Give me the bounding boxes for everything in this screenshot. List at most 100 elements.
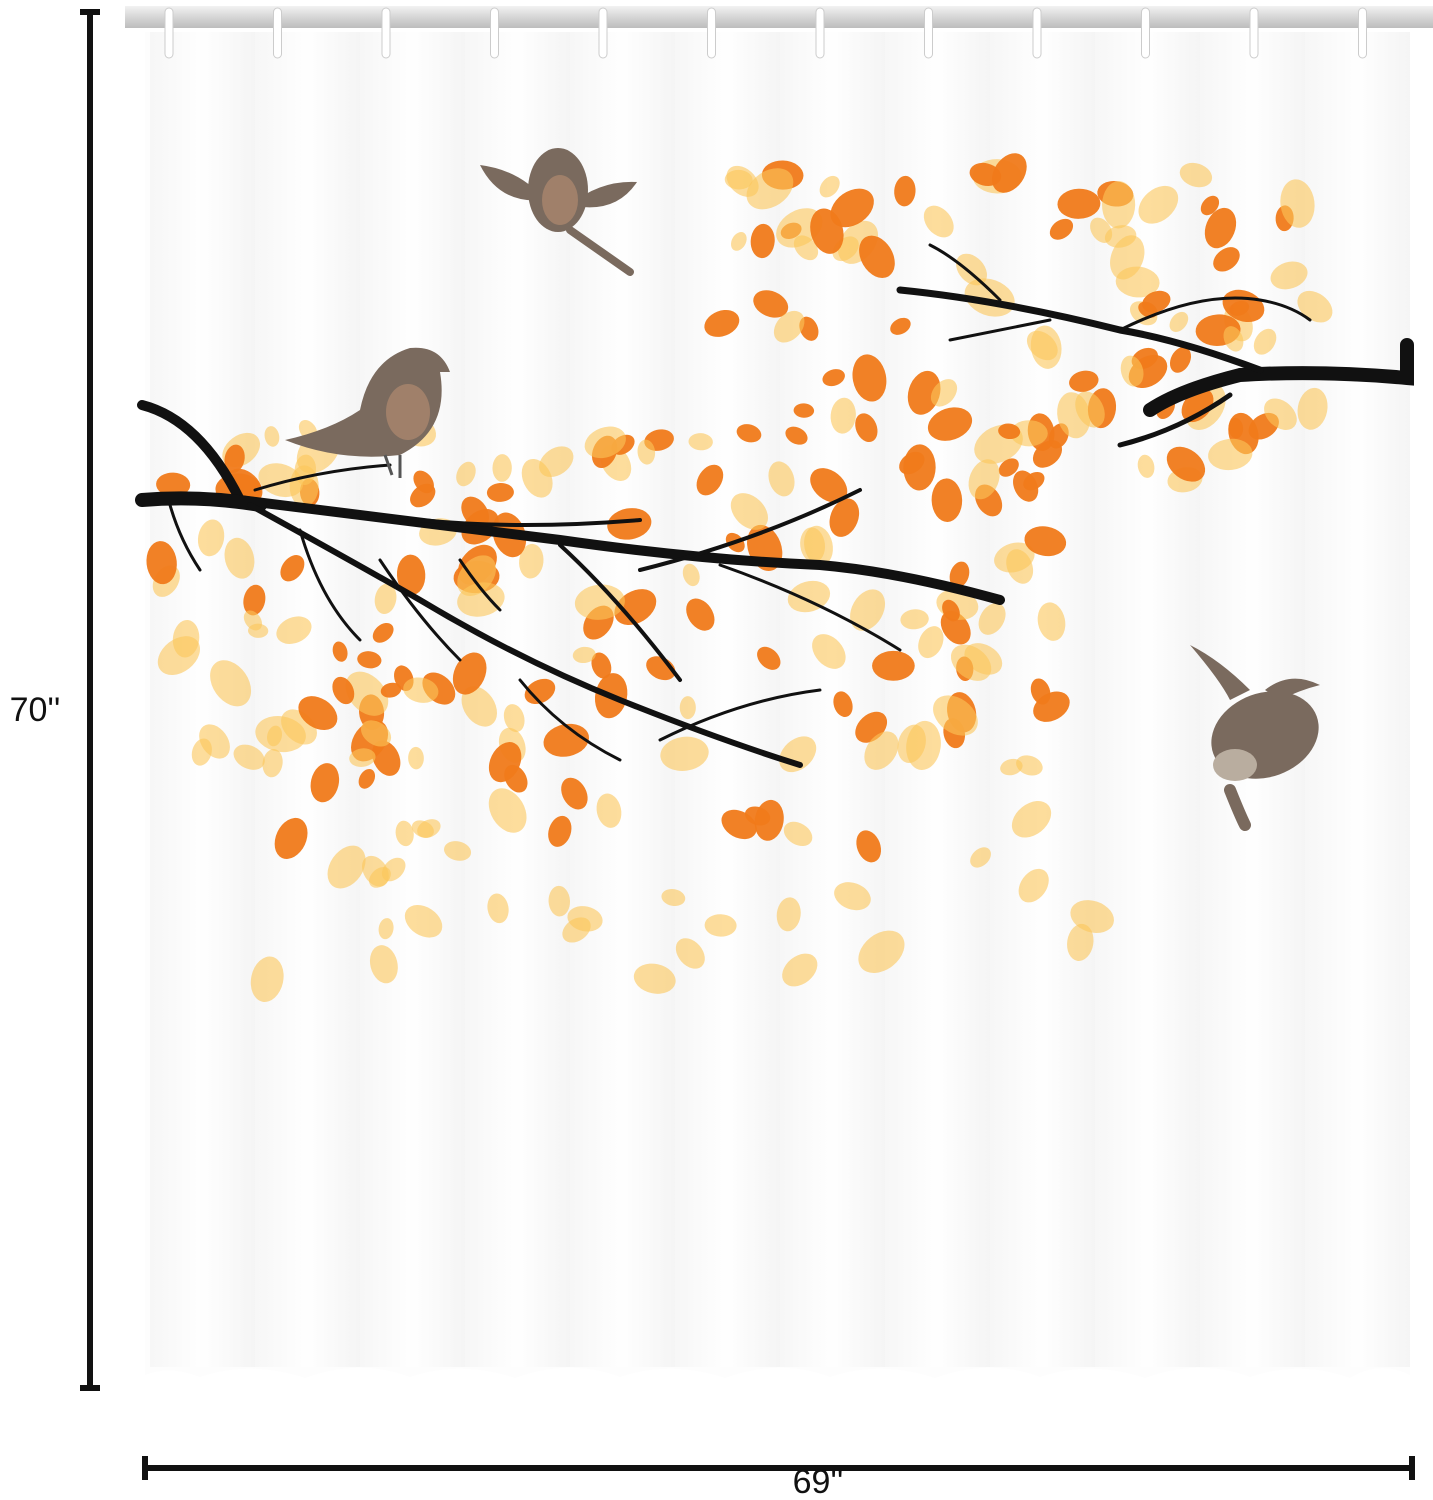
leaf (950, 644, 992, 681)
leaf (521, 458, 553, 498)
leaf (855, 413, 878, 443)
leaf (969, 162, 1002, 187)
leaf (757, 646, 781, 670)
leaf (262, 749, 283, 778)
leaf (1067, 923, 1094, 961)
leaf (1032, 440, 1063, 468)
leaf (829, 498, 860, 537)
leaf (1069, 370, 1099, 392)
leaf (461, 686, 498, 727)
leaf (548, 815, 572, 847)
hook (381, 7, 391, 59)
curtain-rod (125, 6, 1433, 28)
leaf (730, 493, 768, 530)
leaf (998, 423, 1021, 440)
leaf (859, 235, 895, 279)
leaf (524, 678, 556, 705)
leaf (1023, 471, 1045, 491)
leaf (970, 847, 991, 868)
leaf (830, 397, 856, 434)
leaf (411, 820, 434, 838)
leaf (918, 626, 944, 659)
leaf (403, 677, 439, 703)
leaf (688, 433, 713, 451)
leaf (1204, 207, 1237, 249)
leaf (298, 696, 338, 731)
leaf (679, 696, 696, 720)
leaf (754, 799, 784, 841)
leaf (332, 641, 348, 662)
leaf (332, 676, 355, 705)
leaf (369, 945, 398, 984)
leaf (968, 459, 1000, 500)
leaf (210, 660, 252, 707)
leaf (191, 738, 212, 766)
leaf (704, 309, 740, 337)
leaf (822, 369, 845, 387)
hook (707, 7, 716, 59)
leaf (243, 584, 266, 616)
leaf (858, 930, 905, 974)
leaves (146, 153, 1333, 1002)
leaf (327, 845, 366, 889)
leaf (850, 589, 886, 631)
leaf (404, 905, 443, 938)
leaf (1297, 387, 1328, 430)
hook (598, 7, 608, 59)
leaf (864, 731, 899, 770)
leaf (486, 482, 514, 502)
leaf (704, 914, 737, 937)
leaf (1137, 454, 1155, 478)
leaf (614, 589, 657, 626)
bird-flying-top (480, 148, 637, 276)
width-label: 69'' (793, 1463, 844, 1500)
leaf (994, 542, 1035, 573)
hook (1358, 7, 1367, 59)
leaf (224, 537, 255, 579)
leaf (1264, 398, 1297, 430)
leaf (746, 168, 794, 210)
leaf (233, 744, 265, 770)
leaf (998, 458, 1019, 477)
leaf (633, 963, 676, 994)
leaf (731, 232, 747, 251)
leaf (856, 830, 882, 863)
leaf (682, 563, 700, 587)
leaf (1057, 188, 1101, 219)
leaf (369, 867, 391, 888)
leaf (783, 821, 813, 847)
leaf (395, 820, 414, 847)
leaf (567, 906, 603, 932)
leaf (410, 483, 436, 508)
leaf (461, 496, 490, 529)
leaf (360, 720, 392, 747)
leaf (776, 897, 801, 932)
leaf (243, 610, 263, 631)
leaf (1270, 261, 1308, 290)
leaf (1169, 346, 1192, 373)
hook (490, 7, 499, 59)
width-dimension (142, 1456, 1415, 1480)
leaf (1037, 602, 1066, 641)
leaf (1166, 446, 1206, 482)
leaf (156, 472, 191, 497)
leaf (897, 724, 926, 763)
leaf (1228, 417, 1244, 439)
hook (1032, 7, 1042, 59)
leaf (1223, 326, 1244, 352)
leaf (834, 882, 871, 911)
leaf (280, 555, 305, 582)
leaf (1030, 325, 1062, 369)
leaf (224, 444, 245, 473)
leaf (782, 953, 818, 987)
leaf (378, 918, 394, 940)
leaf (574, 584, 625, 620)
leaf (372, 622, 394, 643)
leaf (753, 290, 789, 318)
leaf (991, 153, 1027, 193)
leaf (374, 583, 397, 615)
leaf (1102, 181, 1136, 229)
leaf (637, 439, 656, 465)
hook (815, 7, 825, 59)
leaf (548, 885, 571, 917)
